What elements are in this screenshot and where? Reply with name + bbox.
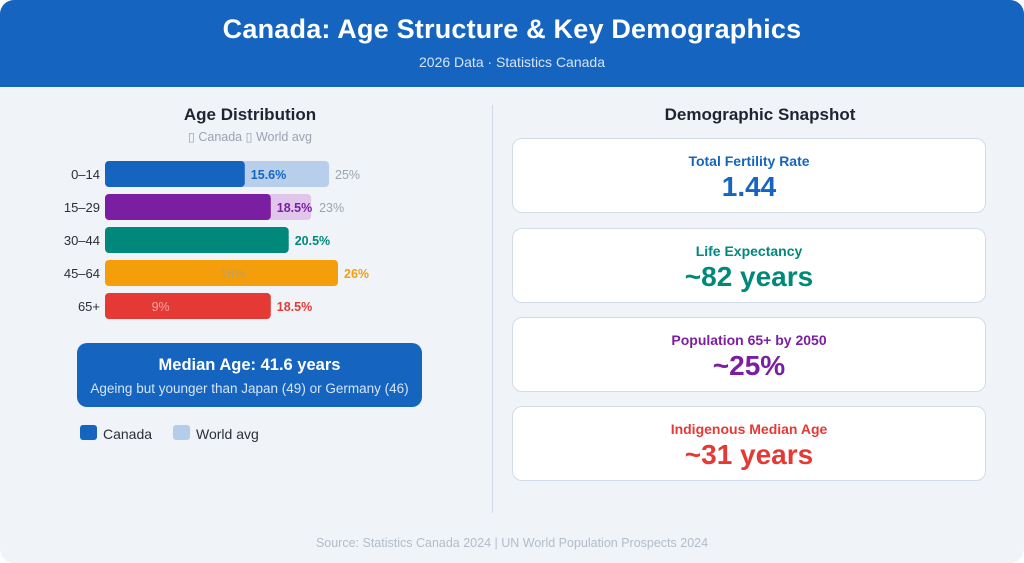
world-value-label: 25% [335,168,360,182]
age-distribution-chart: 0–14 15.6% 25% 15–29 18.5% 23% 30–44 20.5% 45–64… [64,161,369,319]
world-value-label: 23% [319,201,344,215]
stat-value: ~25% [712,350,786,381]
category-label: 65+ [78,299,100,314]
stat-value: 1.44 [721,171,777,202]
world-value-label: 9% [152,300,170,314]
median-age-box: Median Age: 41.6 years Ageing but younge… [77,343,422,407]
age-distribution-title: Age Distribution [183,105,317,124]
median-age-note: Ageing but younger than Japan (49) or Ge… [90,381,409,396]
canada-bar [105,293,271,319]
snapshot-title: Demographic Snapshot [664,105,856,124]
canada-bar [105,161,245,187]
column-divider [492,105,493,513]
legend-label-canada: Canada [103,426,153,442]
stat-label: Total Fertility Rate [688,153,810,169]
age-distribution-key: ▯ Canada ▯ World avg [187,130,312,144]
canada-bar [105,260,338,286]
median-age-title: Median Age: 41.6 years [158,356,341,374]
canada-value-label: 20.5% [295,234,330,248]
stat-card-population-65: Population 65+ by 2050 ~25% [512,317,986,392]
canada-value-label: 18.5% [277,300,312,314]
stat-value: ~82 years [684,261,814,292]
header-banner: Canada: Age Structure & Key Demographics… [0,0,1024,87]
category-label: 45–64 [64,266,100,281]
stat-label: Population 65+ by 2050 [671,332,827,348]
legend-swatch-canada [80,425,97,440]
legend-swatch-world [173,425,190,440]
page-subtitle: 2026 Data · Statistics Canada [419,54,605,70]
category-label: 0–14 [71,167,100,182]
stat-value: ~31 years [684,439,814,470]
canada-value-label: 15.6% [251,168,286,182]
stat-card-indigenous-median-age: Indigenous Median Age ~31 years [512,406,986,481]
page-title: Canada: Age Structure & Key Demographics [222,14,802,44]
category-label: 30–44 [64,233,100,248]
world-value-label: 18% [220,267,245,281]
source-footnote: Source: Statistics Canada 2024 | UN Worl… [315,536,709,550]
canada-bar [105,194,271,220]
stat-label: Life Expectancy [695,243,803,259]
stat-card-life-expectancy: Life Expectancy ~82 years [512,228,986,303]
stat-card-fertility: Total Fertility Rate 1.44 [512,138,986,213]
canada-bar [105,227,289,253]
category-label: 15–29 [64,200,100,215]
legend-label-world: World avg [196,426,259,442]
stat-label: Indigenous Median Age [670,421,828,437]
canada-value-label: 26% [344,267,369,281]
canada-value-label: 18.5% [277,201,312,215]
